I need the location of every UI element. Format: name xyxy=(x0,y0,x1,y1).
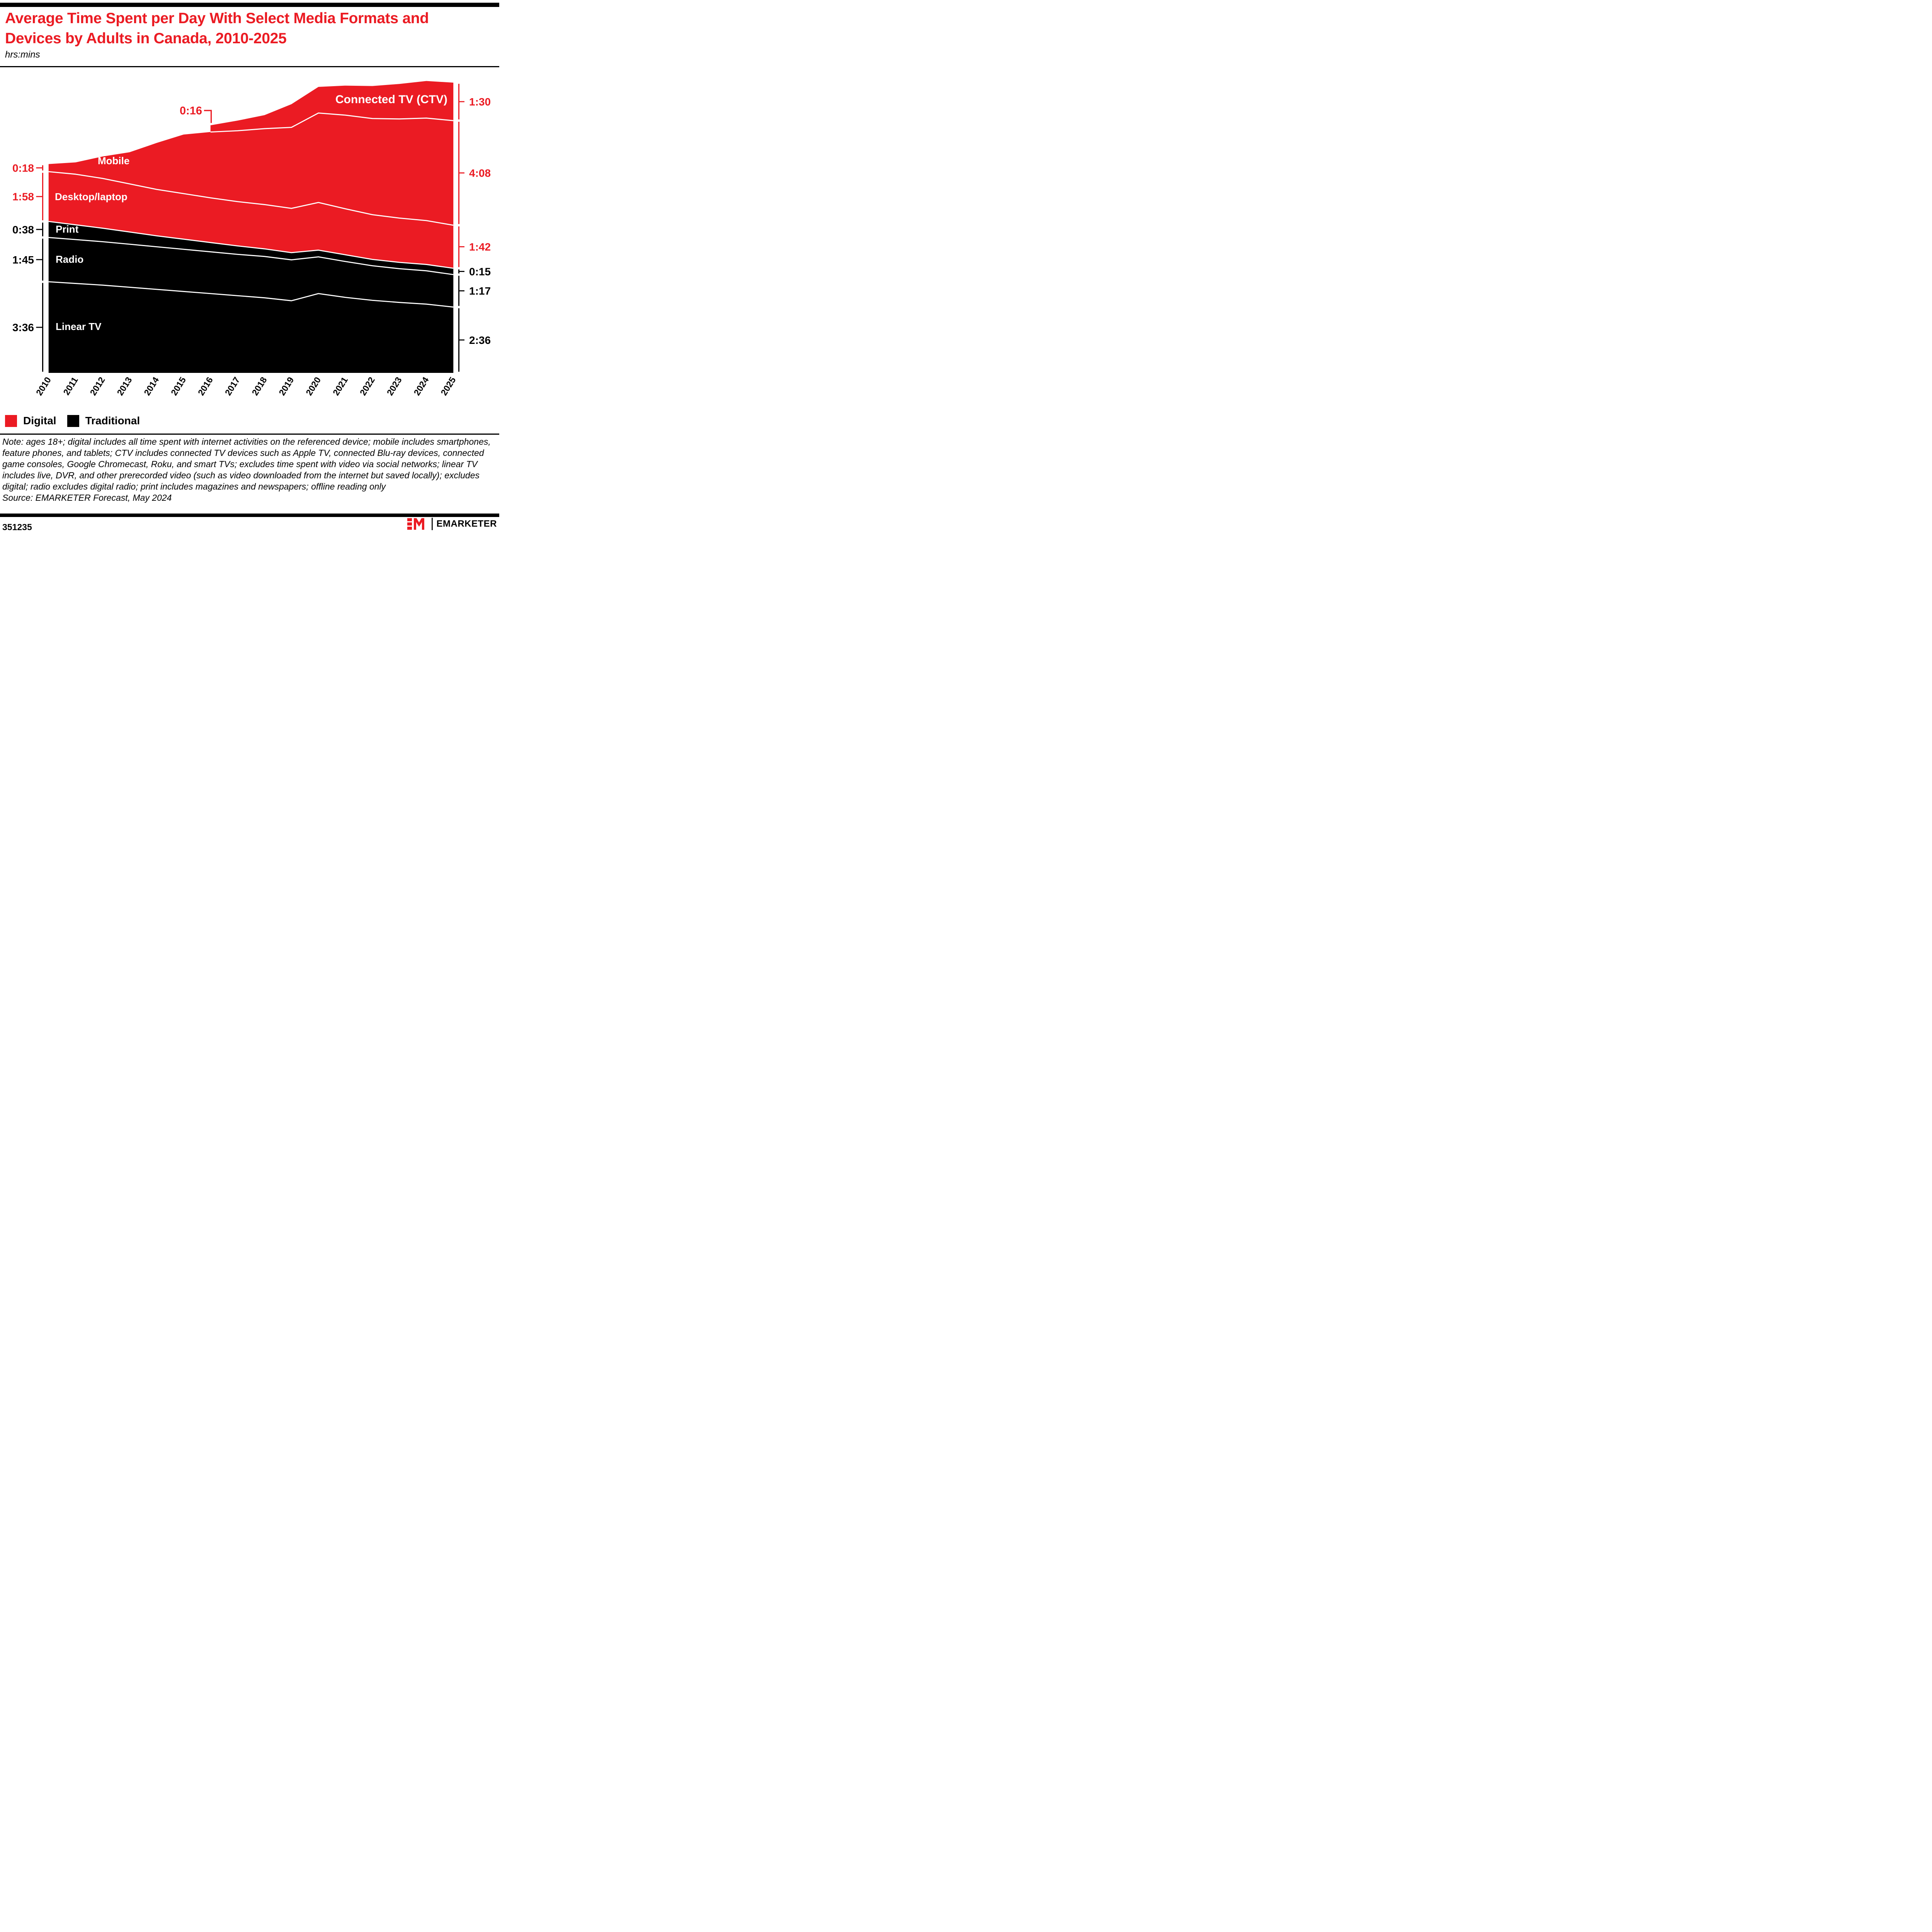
footnote-block: Note: ages 18+; digital includes all tim… xyxy=(2,436,498,503)
emarketer-logo-icon xyxy=(407,518,425,530)
axis-value-label: 0:18 xyxy=(12,162,34,174)
x-axis-label: 2014 xyxy=(142,375,161,397)
x-axis-label: 2018 xyxy=(250,375,269,397)
legend-label-digital: Digital xyxy=(23,415,56,427)
area-band-linear-tv xyxy=(48,282,454,373)
axis-value-label: 0:38 xyxy=(12,224,34,236)
band-separator-line xyxy=(48,281,454,308)
brand-lockup: EMARKETER xyxy=(407,518,497,530)
stacked-area-chart: 3:36 1:45 0:38 1:58 0:18 2:36 1:17 0:15 1:42 4:08… xyxy=(12,81,491,397)
page-subtitle: hrs:mins xyxy=(5,49,40,60)
area-label-linear-tv: Linear TV xyxy=(56,321,102,332)
digital-color-swatch xyxy=(5,415,17,427)
area-band-mobile xyxy=(48,113,454,225)
area-band-print xyxy=(48,221,454,275)
traditional-color-swatch xyxy=(67,415,79,427)
area-label-desktop: Desktop/laptop xyxy=(55,191,128,202)
x-axis-label: 2015 xyxy=(169,375,188,397)
legend-item-digital: Digital xyxy=(5,415,56,427)
brand-divider xyxy=(432,518,433,530)
axis-value-label: 3:36 xyxy=(12,321,34,333)
legend: Digital Traditional xyxy=(5,415,151,427)
axis-value-label: 1:17 xyxy=(469,285,491,297)
chart-id: 351235 xyxy=(2,522,32,532)
x-axis-label: 2012 xyxy=(88,375,107,397)
x-axis-label: 2016 xyxy=(196,375,215,397)
band-separator-line xyxy=(48,171,454,226)
area-label-ctv: Connected TV (CTV) xyxy=(335,93,447,106)
x-axis-label: 2017 xyxy=(223,375,242,397)
chart-page: Average Time Spent per Day With Select M… xyxy=(0,0,499,537)
band-separator-line xyxy=(48,237,454,276)
x-axis-label: 2019 xyxy=(277,375,296,397)
x-axis-label: 2025 xyxy=(439,375,457,397)
axis-value-label: 4:08 xyxy=(469,167,491,179)
band-separator-line xyxy=(210,112,454,133)
note-divider-line xyxy=(0,434,499,435)
area-label-print: Print xyxy=(56,223,79,235)
bottom-black-bar xyxy=(0,514,499,517)
x-axis-label: 2010 xyxy=(34,375,53,397)
axis-value-label: 1:42 xyxy=(469,241,491,253)
top-black-bar xyxy=(0,3,499,7)
legend-label-traditional: Traditional xyxy=(85,415,140,427)
area-label-radio: Radio xyxy=(56,253,84,265)
source-text: Source: EMARKETER Forecast, May 2024 xyxy=(2,493,172,503)
legend-item-traditional: Traditional xyxy=(67,415,140,427)
area-band-radio xyxy=(48,237,454,307)
x-axis-label: 2013 xyxy=(115,375,134,397)
brand-name: EMARKETER xyxy=(436,519,497,529)
footnote-text: Note: ages 18+; digital includes all tim… xyxy=(2,437,491,492)
axis-value-label: 1:30 xyxy=(469,96,491,108)
area-band-desktop-laptop xyxy=(48,172,454,269)
ctv-callout-line xyxy=(204,110,212,123)
axis-value-label: 1:58 xyxy=(12,191,34,203)
x-axis-label: 2021 xyxy=(331,375,350,397)
axis-value-label: 0:15 xyxy=(469,265,491,277)
area-band-connected-tv-ctv xyxy=(210,81,454,132)
x-axis-label: 2011 xyxy=(61,375,80,397)
axis-value-label: 1:45 xyxy=(12,254,34,266)
x-axis-label: 2024 xyxy=(412,375,430,397)
band-separator-line xyxy=(48,221,454,269)
page-title: Average Time Spent per Day With Select M… xyxy=(5,10,429,47)
area-label-mobile: Mobile xyxy=(98,155,130,167)
axis-value-label: 2:36 xyxy=(469,334,491,346)
x-axis-label: 2022 xyxy=(358,375,377,397)
x-axis-label: 2020 xyxy=(304,375,323,397)
ctv-callout-label: 0:16 xyxy=(180,105,202,117)
header-divider-line xyxy=(0,66,499,67)
x-axis-label: 2023 xyxy=(385,375,404,397)
